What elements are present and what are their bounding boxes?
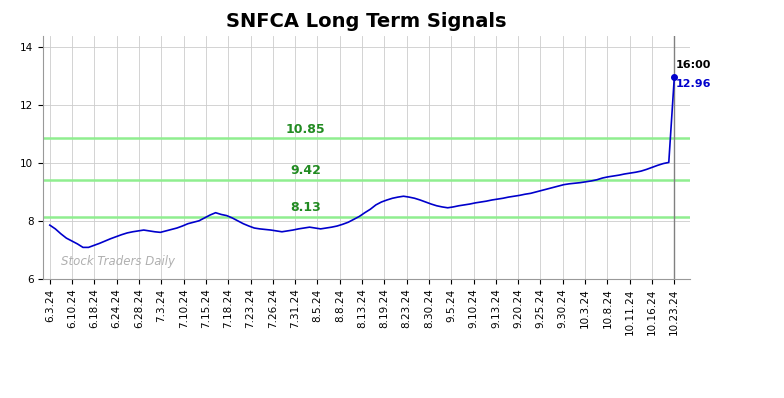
Text: 16:00: 16:00 xyxy=(676,60,711,70)
Text: 8.13: 8.13 xyxy=(291,201,321,214)
Text: Stock Traders Daily: Stock Traders Daily xyxy=(61,256,175,269)
Text: 12.96: 12.96 xyxy=(676,79,712,89)
Text: 9.42: 9.42 xyxy=(290,164,321,177)
Text: 10.85: 10.85 xyxy=(286,123,325,136)
Title: SNFCA Long Term Signals: SNFCA Long Term Signals xyxy=(227,12,506,31)
